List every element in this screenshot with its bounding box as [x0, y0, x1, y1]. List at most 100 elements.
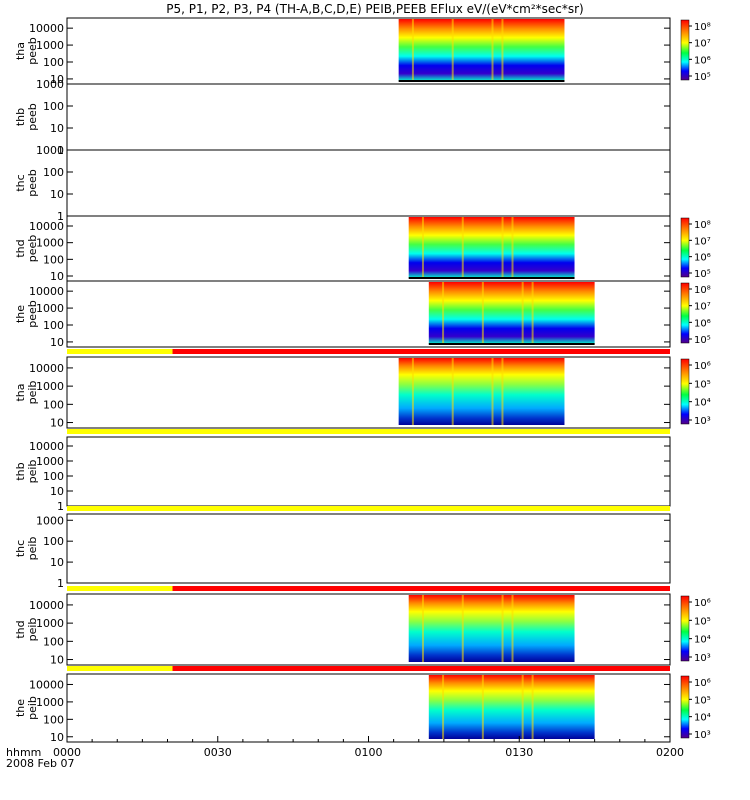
spectrogram-block — [408, 217, 575, 278]
y-tick-label: 1000 — [36, 78, 64, 91]
status-bar-red — [172, 666, 670, 671]
spectrogram-structure — [442, 282, 445, 344]
chart-title: P5, P1, P2, P3, P4 (TH-A,B,C,D,E) PEIB,P… — [166, 2, 583, 16]
y-tick-label: 1000 — [36, 39, 64, 52]
y-tick-label: 100 — [43, 713, 64, 726]
colorbar — [680, 282, 690, 344]
y-label-product: peib — [26, 381, 39, 405]
panel-thc-peib: 1000 100 10 1 thc peib — [14, 506, 671, 590]
y-tick-label: 1 — [57, 500, 64, 513]
spectrogram-structure — [531, 675, 534, 739]
spectrogram-structure — [501, 358, 504, 425]
spectrogram-structure — [521, 282, 524, 344]
colorbar-tick-label: 10⁴ — [694, 713, 711, 724]
status-bar-red — [172, 349, 670, 354]
y-tick-label: 1000 — [36, 380, 64, 393]
y-label-product: peeb — [26, 235, 39, 263]
panel-frame — [66, 593, 671, 666]
panel-thc-peeb: 1000 100 10 1 thc peeb — [14, 144, 671, 223]
y-label-probe: the — [14, 699, 27, 717]
colorbar-tick-label: 10⁶ — [694, 598, 711, 609]
colorbar — [680, 217, 690, 278]
y-tick-label: 10 — [50, 188, 64, 201]
y-tick-label: 10000 — [29, 220, 64, 233]
y-tick-label: 1000 — [36, 696, 64, 709]
y-tick-label: 100 — [43, 635, 64, 648]
y-tick-label: 1000 — [36, 455, 64, 468]
y-tick-label: 1000 — [36, 514, 64, 527]
colorbar-tick-label: 10⁶ — [694, 678, 711, 689]
x-tick-label: 0200 — [656, 746, 684, 759]
panel-the-peeb: 10000 1000 100 10 the peeb 10⁸ 10⁷ 10⁶ 10⁵ — [14, 280, 711, 349]
spectrogram-structure — [501, 595, 504, 662]
spectrogram-structure — [511, 217, 514, 278]
y-tick-label: 10 — [50, 485, 64, 498]
status-bar-red — [172, 586, 670, 591]
status-bar-yellow — [67, 666, 173, 671]
y-label-product: peib — [26, 618, 39, 642]
y-tick-label: 100 — [43, 470, 64, 483]
y-label-probe: thc — [14, 174, 27, 191]
y-tick-label: 1 — [57, 577, 64, 590]
status-bar-yellow — [67, 506, 670, 511]
status-bar-yellow — [67, 586, 173, 591]
panel-thb-peeb: 1000 100 10 1 thb peeb — [14, 78, 671, 157]
panel-thd-peib: 10000 1000 100 10 thd peib 10⁶ 10⁵ 10⁴ 10³ — [14, 586, 711, 667]
y-tick-label: 1000 — [36, 302, 64, 315]
panel-frame — [66, 83, 671, 151]
y-label-probe: thc — [14, 540, 27, 557]
y-label-probe: thd — [14, 239, 27, 257]
y-tick-label: 10000 — [29, 362, 64, 375]
y-tick-label: 10 — [50, 122, 64, 135]
time-axis: 0000 0030 0100 0130 0200 — [53, 736, 684, 759]
colorbar-tick-label: 10⁷ — [694, 39, 711, 50]
colorbar-tick-label: 10⁵ — [694, 335, 711, 346]
colorbar — [680, 675, 690, 739]
colorbar-tick-label: 10⁴ — [694, 398, 711, 409]
colorbar-tick-label: 10³ — [694, 653, 711, 664]
y-tick-label: 10000 — [29, 599, 64, 612]
colorbar-tick-label: 10⁶ — [694, 55, 711, 66]
date-label: 2008 Feb 07 — [6, 757, 74, 770]
spectrogram-structure — [491, 19, 494, 81]
y-tick-label: 10 — [50, 731, 64, 744]
panel-frame — [66, 436, 671, 507]
y-label-product: peeb — [26, 300, 39, 328]
y-label-product: peib — [26, 696, 39, 720]
colorbar-tick-label: 10⁶ — [694, 361, 711, 372]
spectrogram-structure — [411, 358, 414, 425]
panel-thb-peib: 10000 1000 100 10 1 thb peib — [14, 429, 671, 513]
spectrogram-structure — [511, 595, 514, 662]
y-tick-label: 10000 — [29, 678, 64, 691]
y-tick-label: 100 — [43, 535, 64, 548]
colorbar-tick-label: 10⁸ — [694, 22, 711, 33]
spectrogram-structure — [411, 19, 414, 81]
spectrogram-structure — [501, 217, 504, 278]
y-label-product: peeb — [26, 169, 39, 197]
status-bar-yellow — [67, 349, 173, 354]
y-tick-label: 100 — [43, 398, 64, 411]
x-tick-label: 0030 — [204, 746, 232, 759]
y-label-probe: tha — [14, 383, 27, 401]
colorbar-tick-label: 10⁸ — [694, 220, 711, 231]
y-tick-label: 10 — [50, 417, 64, 430]
y-label-product: peib — [26, 460, 39, 484]
colorbar-tick-label: 10⁵ — [694, 695, 711, 706]
panel-frame — [66, 149, 671, 217]
colorbar — [680, 19, 690, 81]
colorbar — [680, 595, 690, 662]
y-tick-label: 1000 — [36, 237, 64, 250]
spectrogram-structure — [531, 282, 534, 344]
spectrogram-structure — [481, 282, 484, 344]
x-tick-label: 0100 — [355, 746, 383, 759]
panel-thd-peeb: 10000 1000 100 10 thd peeb 10⁸ 10⁷ 10⁶ 10⁵ — [14, 215, 711, 283]
spectrogram-structure — [451, 358, 454, 425]
panel-frame — [66, 280, 671, 348]
spectrogram-structure — [461, 217, 464, 278]
colorbar-tick-label: 10⁵ — [694, 269, 711, 280]
y-tick-label: 10 — [50, 270, 64, 283]
colorbar-tick-label: 10⁵ — [694, 616, 711, 627]
y-label-product: peeb — [26, 103, 39, 131]
y-tick-label: 100 — [43, 166, 64, 179]
